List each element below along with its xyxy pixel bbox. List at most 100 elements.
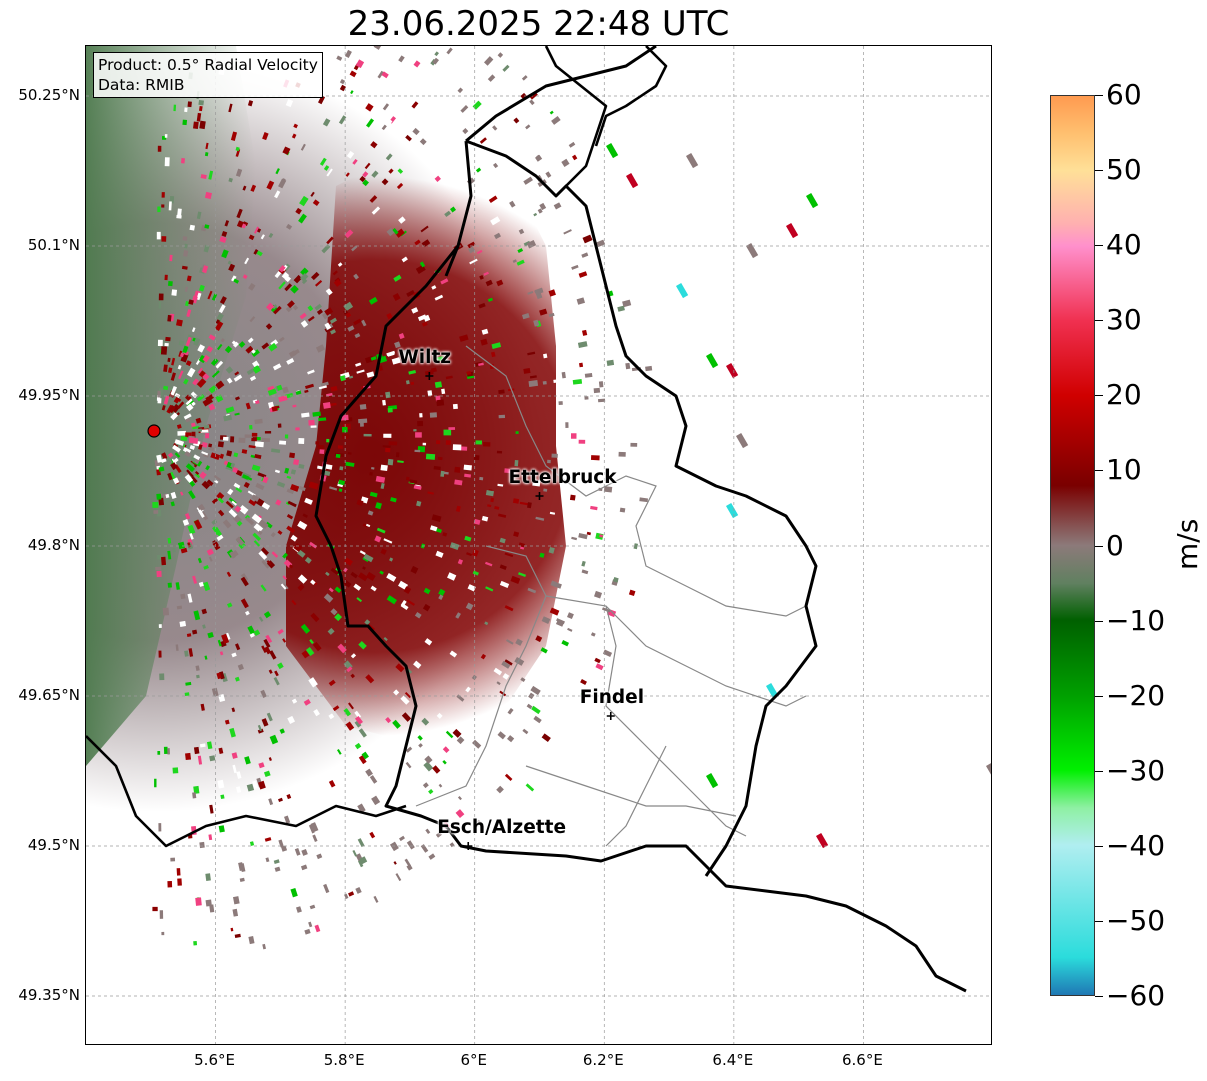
velocity-pixel (296, 906, 302, 913)
colorbar-tick (1095, 545, 1103, 547)
velocity-pixel (195, 417, 202, 424)
velocity-pixel (567, 627, 573, 632)
velocity-pixel (202, 265, 209, 274)
velocity-pixel (479, 476, 484, 481)
velocity-pixel (179, 620, 187, 627)
velocity-pixel (161, 556, 167, 566)
velocity-pixel (472, 739, 482, 749)
velocity-pixel (299, 195, 309, 207)
velocity-pixel (257, 472, 267, 479)
velocity-pixel (251, 349, 260, 358)
velocity-pixel (497, 731, 506, 740)
velocity-pixel (243, 481, 250, 489)
velocity-pixel (164, 274, 168, 281)
velocity-pixel (159, 910, 164, 919)
velocity-pixel (513, 531, 520, 538)
velocity-pixel (267, 388, 277, 396)
velocity-pixel (200, 174, 207, 180)
velocity-pixel (326, 168, 333, 177)
velocity-pixel (186, 275, 192, 282)
velocity-pixel (542, 380, 547, 385)
velocity-pixel (332, 705, 340, 712)
velocity-pixel (199, 284, 205, 292)
velocity-pixel (205, 142, 209, 150)
velocity-pixel (207, 632, 214, 639)
velocity-pixel (401, 349, 409, 357)
velocity-pixel (251, 437, 257, 442)
velocity-pixel (415, 432, 422, 438)
velocity-pixel (612, 577, 619, 583)
velocity-pixel (452, 444, 462, 451)
velocity-pixel (369, 831, 376, 839)
velocity-pixel (225, 500, 234, 509)
velocity-pixel (319, 157, 327, 166)
velocity-pixel (348, 702, 354, 710)
velocity-pixel (181, 265, 188, 270)
velocity-pixel (197, 344, 206, 353)
velocity-pixel (487, 74, 496, 82)
velocity-pixel (167, 537, 172, 544)
velocity-pixel (449, 842, 455, 848)
velocity-pixel (362, 171, 369, 178)
velocity-pixel (170, 462, 178, 471)
velocity-pixel (304, 928, 311, 935)
velocity-pixel (294, 848, 301, 856)
velocity-pixel (183, 413, 192, 420)
velocity-pixel (595, 663, 604, 671)
velocity-pixel (386, 595, 397, 605)
velocity-pixel (206, 741, 213, 750)
velocity-pixel (421, 239, 431, 248)
velocity-pixel (172, 548, 176, 553)
velocity-pixel (158, 650, 162, 658)
velocity-pixel (290, 888, 298, 898)
velocity-pixel (344, 229, 354, 239)
velocity-pixel (515, 431, 519, 434)
velocity-pixel (167, 314, 172, 322)
velocity-pixel (161, 192, 165, 198)
velocity-pixel (252, 780, 258, 789)
velocity-pixel (198, 509, 205, 518)
velocity-pixel (355, 362, 362, 367)
velocity-pixel (260, 234, 265, 240)
velocity-pixel (182, 236, 188, 241)
velocity-pixel (278, 281, 286, 290)
velocity-pixel (485, 489, 494, 497)
velocity-pixel (176, 401, 185, 410)
velocity-pixel (177, 208, 182, 217)
velocity-pixel (438, 783, 443, 788)
velocity-pixel (284, 283, 293, 292)
velocity-pixel (514, 459, 519, 467)
velocity-pixel (187, 101, 192, 108)
velocity-pixel (414, 239, 421, 246)
velocity-pixel (174, 452, 181, 458)
velocity-pixel (169, 471, 176, 481)
velocity-pixel (355, 59, 365, 69)
velocity-pixel (347, 452, 352, 455)
velocity-pixel (299, 273, 309, 282)
city-label: Esch/Alzette (437, 817, 566, 838)
velocity-pixel (286, 794, 292, 800)
velocity-pixel (167, 748, 170, 755)
velocity-pixel (247, 100, 254, 107)
velocity-pixel (170, 491, 177, 499)
velocity-pixel (417, 420, 424, 427)
velocity-pixel (205, 899, 212, 907)
velocity-pixel (308, 921, 313, 928)
velocity-pixel (284, 467, 290, 474)
velocity-pixel (208, 446, 215, 452)
velocity-pixel (432, 765, 441, 774)
velocity-pixel (414, 449, 421, 453)
velocity-pixel (195, 470, 200, 476)
velocity-pixel (193, 121, 199, 130)
radar-map[interactable] (85, 45, 992, 1045)
velocity-pixel (520, 677, 526, 683)
velocity-pixel (192, 792, 197, 799)
velocity-pixel (396, 182, 404, 190)
velocity-pixel (157, 751, 161, 755)
velocity-pixel (505, 639, 514, 645)
velocity-pixel (392, 228, 399, 235)
velocity-pixel (185, 460, 195, 469)
velocity-pixel (504, 659, 513, 666)
velocity-pixel (485, 561, 493, 567)
velocity-pixel (736, 433, 749, 449)
